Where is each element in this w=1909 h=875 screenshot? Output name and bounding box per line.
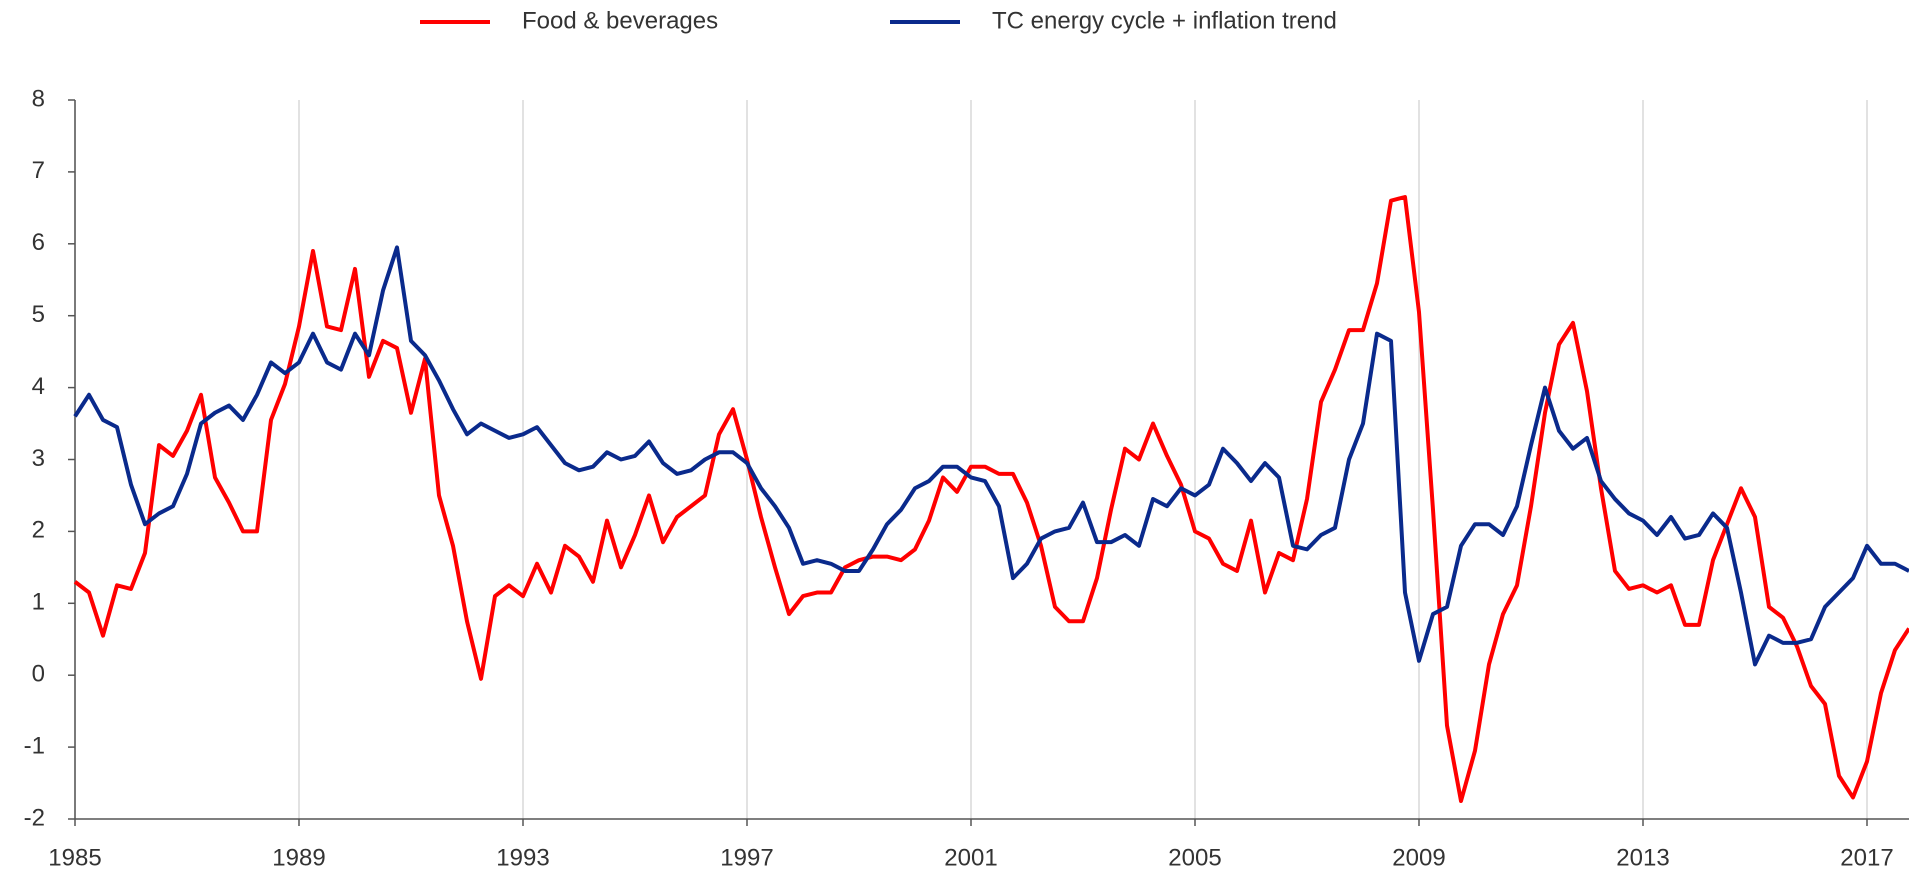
x-tick-label: 1997: [720, 844, 773, 871]
y-tick-label: 5: [32, 301, 45, 328]
y-tick-label: 1: [32, 589, 45, 616]
x-tick-label: 1985: [48, 844, 101, 871]
legend-label: TC energy cycle + inflation trend: [992, 7, 1337, 34]
y-tick-label: 4: [32, 373, 45, 400]
y-tick-label: 3: [32, 445, 45, 472]
series-line: [73, 195, 1909, 804]
x-tick-label: 1989: [272, 844, 325, 871]
x-tick-label: 2013: [1616, 844, 1669, 871]
legend-label: Food & beverages: [522, 7, 718, 34]
y-tick-label: 7: [32, 157, 45, 184]
y-tick-label: -1: [24, 732, 45, 759]
y-tick-label: 8: [32, 85, 45, 112]
x-tick-label: 2017: [1840, 844, 1893, 871]
x-tick-label: 2009: [1392, 844, 1445, 871]
y-tick-label: 0: [32, 661, 45, 688]
x-tick-label: 2001: [944, 844, 997, 871]
y-tick-label: 2: [32, 517, 45, 544]
y-tick-label: -2: [24, 804, 45, 831]
x-tick-label: 1993: [496, 844, 549, 871]
x-tick-label: 2005: [1168, 844, 1221, 871]
y-tick-label: 6: [32, 229, 45, 256]
series-line: [73, 245, 1909, 667]
